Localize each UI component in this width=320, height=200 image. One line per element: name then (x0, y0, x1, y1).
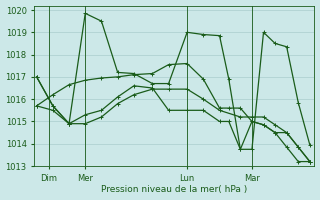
X-axis label: Pression niveau de la mer( hPa ): Pression niveau de la mer( hPa ) (101, 185, 247, 194)
